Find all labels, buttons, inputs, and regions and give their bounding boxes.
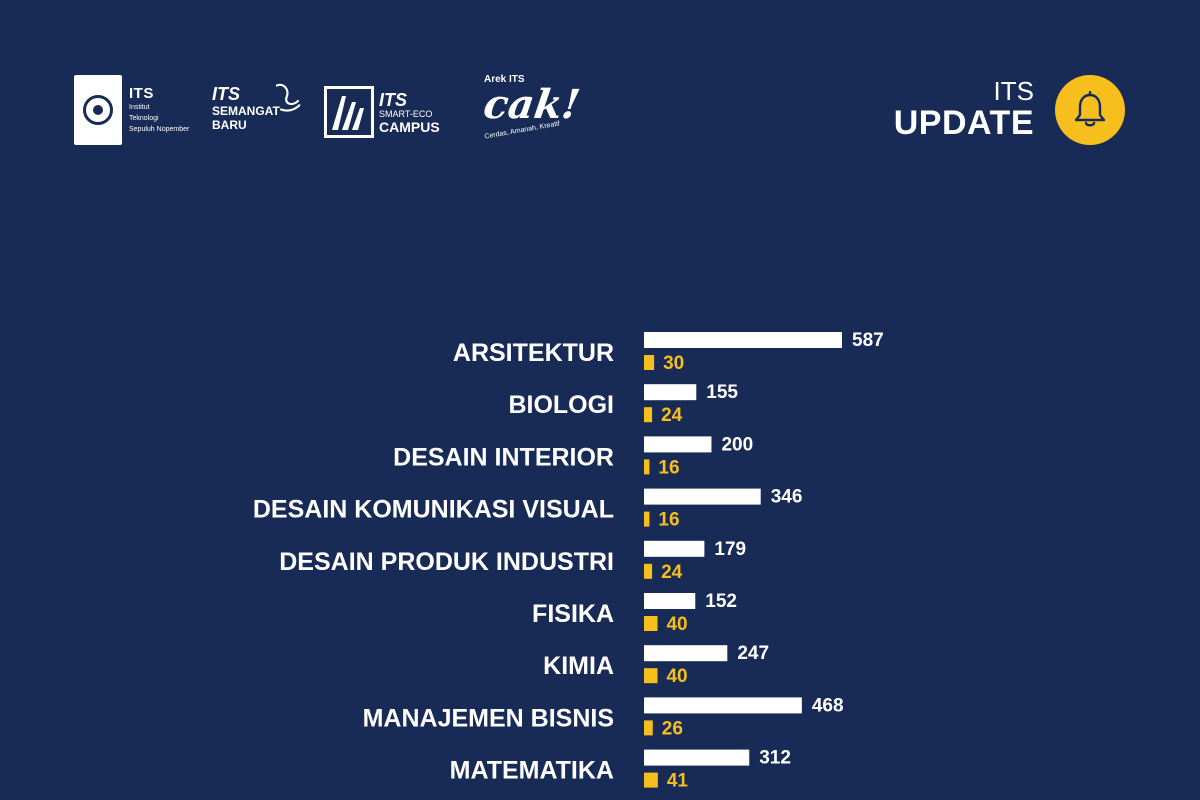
category-label: DESAIN INTERIOR: [393, 443, 614, 471]
primary-bar: [644, 593, 696, 609]
secondary-value-label: 16: [658, 457, 679, 478]
its-semangat-baru-logo: ITS SEMANGAT BARU: [212, 68, 302, 148]
smart-logo-line2: SMART-ECO: [379, 108, 433, 119]
smart-logo-line1: ITS: [379, 89, 408, 110]
category-label: BIOLOGI: [508, 391, 614, 419]
primary-value-label: 152: [705, 591, 737, 612]
primary-bar: [644, 697, 802, 714]
secondary-bar: [644, 407, 653, 423]
secondary-bar: [644, 616, 658, 631]
its-logo-line1: Institut: [129, 104, 150, 111]
smart-eco-building-icon: [324, 86, 374, 138]
secondary-value-label: 16: [658, 510, 679, 531]
secondary-value-label: 40: [666, 666, 687, 687]
secondary-bar: [644, 720, 653, 736]
secondary-bar: [644, 563, 653, 579]
category-label: MATEMATIKA: [450, 757, 614, 785]
bell-icon: [1055, 75, 1125, 145]
primary-value-label: 587: [852, 330, 884, 351]
category-label: ARSITEKTUR: [453, 339, 614, 367]
secondary-value-label: 24: [661, 405, 683, 426]
secondary-value-label: 41: [667, 771, 689, 792]
secondary-bar: [644, 355, 655, 370]
category-label: FISIKA: [532, 600, 614, 628]
category-label: KIMIA: [543, 652, 614, 680]
primary-value-label: 312: [759, 748, 791, 769]
its-logo-line2: Teknologi: [129, 115, 159, 122]
primary-value-label: 200: [721, 434, 753, 455]
primary-bar: [644, 332, 842, 348]
category-label: DESAIN PRODUK INDUSTRI: [279, 548, 614, 576]
its-logo-name: ITS: [129, 85, 154, 102]
secondary-value-label: 24: [661, 562, 683, 583]
primary-value-label: 468: [812, 695, 844, 716]
its-update-title: ITS UPDATE: [894, 78, 1034, 140]
category-label: MANAJEMEN BISNIS: [363, 704, 614, 732]
secondary-value-label: 26: [662, 718, 683, 739]
arek-its-cak-logo: Arek ITS cak! Cerdas, Amanah, Kreatif: [481, 74, 594, 150]
primary-value-label: 247: [737, 643, 769, 664]
primary-value-label: 179: [714, 539, 746, 560]
semangat-logo-line1: ITS: [212, 84, 241, 104]
its-logo: ITS Institut Teknologi Sepuluh Nopember: [74, 75, 194, 145]
its-logo-line3: Sepuluh Nopember: [129, 126, 190, 133]
semangat-swirl-icon: [275, 83, 301, 112]
secondary-bar: [644, 668, 658, 684]
its-smart-eco-campus-logo: ITS SMART-ECO CAMPUS: [324, 84, 454, 140]
secondary-bar: [644, 511, 650, 527]
primary-bar: [644, 488, 761, 505]
primary-bar: [644, 436, 712, 453]
secondary-bar: [644, 459, 650, 475]
its-seal-icon: [74, 75, 122, 145]
primary-bar: [644, 540, 705, 557]
primary-bar: [644, 384, 697, 401]
primary-value-label: 346: [771, 487, 803, 508]
semangat-logo-line2: SEMANGAT: [212, 104, 280, 118]
cak-logo-small: Arek ITS: [484, 74, 525, 85]
primary-bar: [644, 645, 728, 662]
update-small-text: ITS: [993, 76, 1034, 106]
secondary-value-label: 40: [666, 614, 687, 635]
smart-logo-line3: CAMPUS: [379, 118, 440, 135]
semangat-logo-line3: BARU: [212, 118, 247, 132]
primary-value-label: 155: [706, 382, 738, 403]
category-label: DESAIN KOMUNIKASI VISUAL: [253, 496, 614, 524]
primary-bar: [644, 749, 750, 766]
update-big-text: UPDATE: [893, 104, 1034, 142]
secondary-value-label: 30: [663, 353, 684, 374]
secondary-bar: [644, 772, 658, 788]
